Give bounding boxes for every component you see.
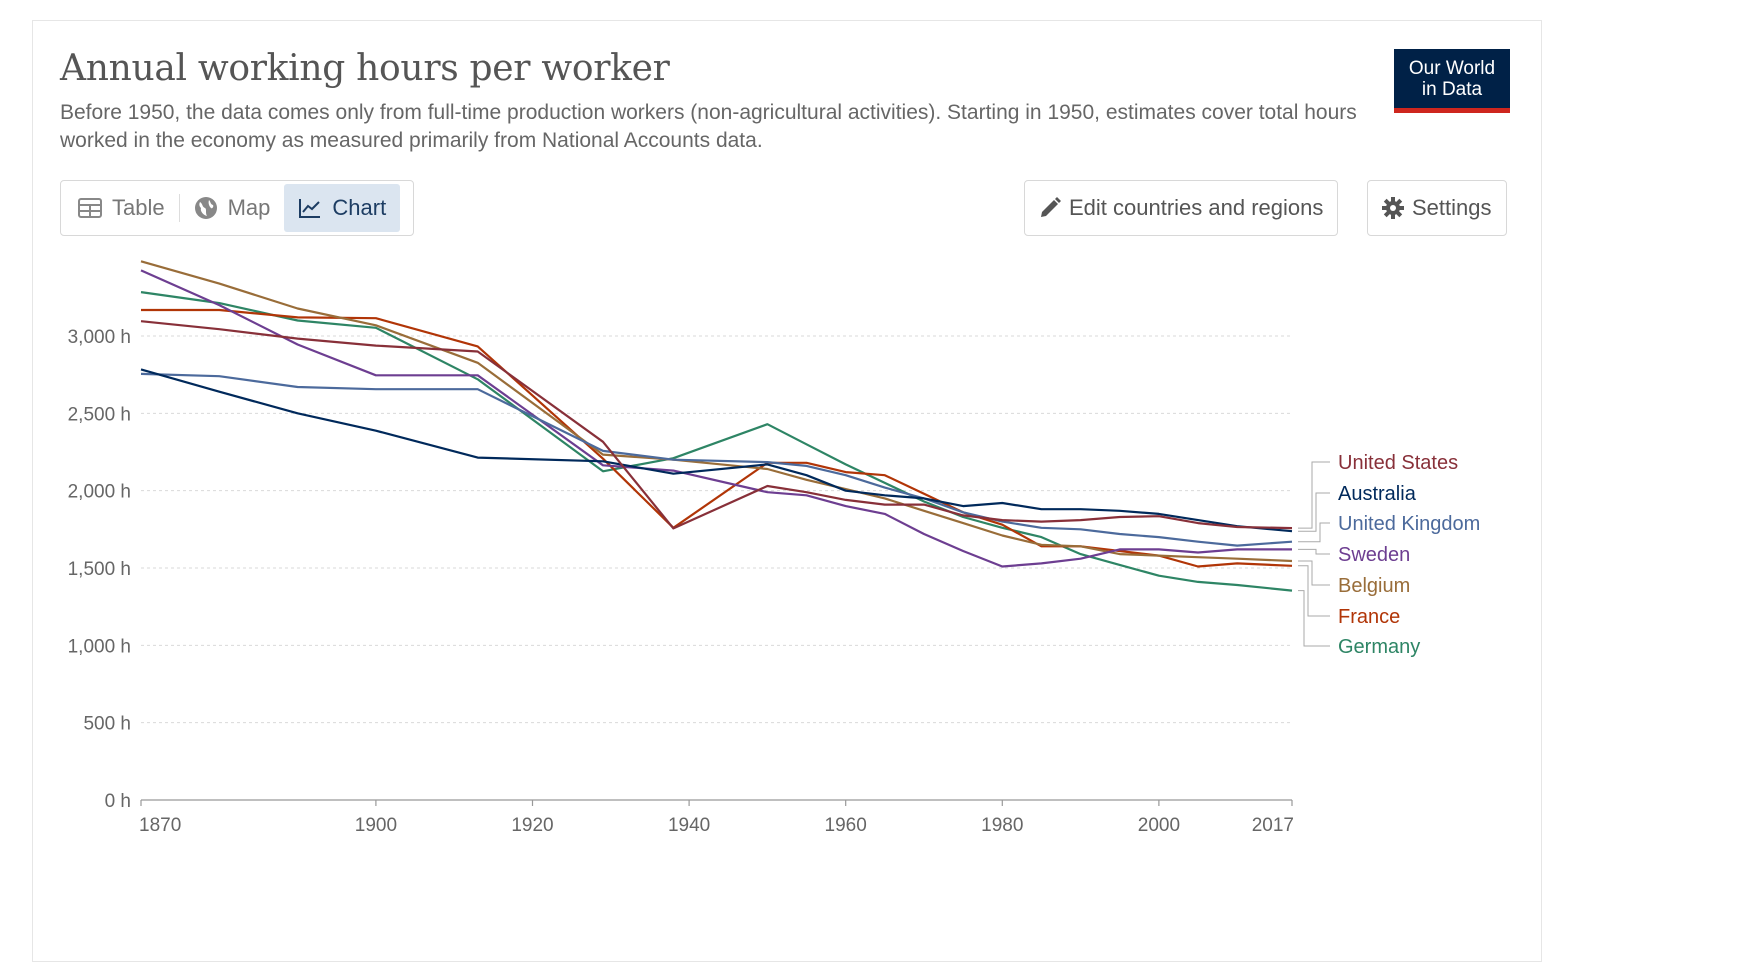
pencil-icon	[1041, 197, 1061, 217]
legend-connector	[1298, 461, 1330, 529]
series-line-belgium	[140, 260, 1293, 563]
x-tick-label: 2000	[1138, 815, 1180, 836]
x-tick-label: 1870	[139, 815, 181, 836]
x-tick-label: 1960	[825, 815, 867, 836]
legend-connector	[1298, 560, 1330, 586]
y-tick-label: 2,500 h	[68, 404, 131, 425]
x-tick-label: 1980	[981, 815, 1023, 836]
tab-map-label: Map	[227, 195, 271, 220]
settings-button[interactable]: Settings	[1367, 180, 1507, 236]
legend-connector	[1298, 565, 1330, 617]
view-tabs: Table Map Chart	[60, 180, 414, 236]
x-tick-label: 2017	[1252, 815, 1294, 836]
legend-label-germany: Germany	[1338, 636, 1420, 658]
legend-connector	[1298, 548, 1330, 555]
y-tick-label: 2,000 h	[68, 482, 131, 503]
x-tick-label: 1900	[355, 815, 397, 836]
series-line-australia	[140, 368, 1293, 533]
tab-chart-label: Chart	[332, 195, 387, 220]
chart-subtitle: Before 1950, the data comes only from fu…	[60, 101, 1357, 152]
gear-icon	[1382, 197, 1404, 219]
tab-chart[interactable]: Chart	[284, 184, 401, 232]
y-tick-label: 1,500 h	[68, 559, 131, 580]
tab-map[interactable]: Map	[180, 184, 285, 232]
edit-countries-label: Edit countries and regions	[1069, 195, 1324, 220]
tab-table[interactable]: Table	[64, 184, 179, 232]
series-line-united-states	[140, 320, 1293, 530]
y-tick-label: 500 h	[83, 714, 131, 735]
logo-line-2: in Data	[1421, 78, 1483, 100]
logo-line-1: Our World	[1408, 57, 1496, 79]
legend-label-australia: Australia	[1338, 483, 1417, 505]
line-chart-icon	[299, 199, 321, 218]
x-tick-label: 1940	[668, 815, 710, 836]
x-tick-label: 1920	[511, 815, 553, 836]
table-icon	[78, 198, 102, 218]
series-line-united-kingdom	[140, 372, 1293, 547]
globe-icon	[194, 197, 217, 219]
y-tick-label: 0 h	[105, 791, 131, 812]
legend-label-united-kingdom: United Kingdom	[1338, 513, 1480, 535]
legend-connector	[1298, 492, 1330, 532]
legend-label-sweden: Sweden	[1338, 544, 1410, 566]
chart-title: Annual working hours per worker	[60, 48, 670, 89]
series-line-france	[141, 308, 1293, 568]
y-tick-label: 1,000 h	[68, 636, 131, 657]
series-line-sweden	[140, 269, 1292, 568]
series-line-germany	[140, 291, 1293, 592]
settings-label: Settings	[1412, 195, 1492, 220]
owid-logo[interactable]: Our World in Data	[1394, 49, 1510, 113]
legend-label-belgium: Belgium	[1338, 575, 1410, 597]
legend-connector	[1298, 590, 1330, 647]
y-tick-label: 3,000 h	[68, 327, 131, 348]
chart-card	[32, 20, 1542, 962]
legend-connector	[1298, 522, 1330, 543]
edit-countries-button[interactable]: Edit countries and regions	[1024, 180, 1339, 236]
legend-label-united-states: United States	[1338, 452, 1458, 474]
tab-table-label: Table	[112, 195, 165, 220]
tab-divider	[178, 194, 180, 222]
legend-label-france: France	[1338, 606, 1400, 628]
